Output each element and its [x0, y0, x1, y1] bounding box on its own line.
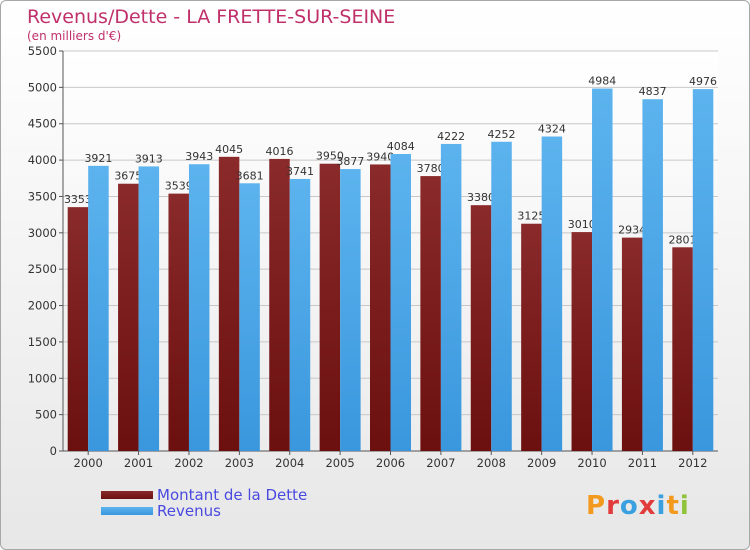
- data-label-revenus: 3877: [336, 155, 364, 168]
- x-tick-label: 2001: [124, 456, 153, 470]
- data-label-dette: 3950: [316, 150, 344, 163]
- legend-item-dette: Montant de la Dette: [101, 486, 308, 504]
- bar-dette: [621, 237, 643, 451]
- chart-title: Revenus/Dette - LA FRETTE-SUR-SEINE: [27, 6, 396, 28]
- x-tick-label: 2008: [477, 456, 506, 470]
- bar-revenus: [642, 99, 663, 451]
- x-tick-label: 2005: [325, 456, 354, 470]
- data-label-dette: 3380: [467, 191, 495, 204]
- legend-swatch-dette: [101, 491, 153, 499]
- y-tick-label: 2500: [28, 262, 57, 276]
- bar-dette: [521, 223, 542, 451]
- y-tick-label: 0: [50, 444, 57, 458]
- bar-dette: [420, 176, 441, 451]
- y-tick-label: 3500: [28, 189, 57, 203]
- x-tick-label: 2007: [426, 456, 455, 470]
- x-tick-label: 2009: [527, 456, 556, 470]
- bar-revenus: [289, 178, 311, 451]
- x-tick-label: 2002: [174, 456, 203, 470]
- bar-revenus: [390, 153, 411, 451]
- legend-swatch-revenus: [101, 507, 153, 515]
- data-label-revenus: 3681: [236, 169, 264, 182]
- y-tick-label: 1000: [28, 371, 57, 385]
- data-label-dette: 3675: [114, 170, 142, 183]
- bar-dette: [218, 156, 240, 451]
- data-label-revenus: 4837: [639, 85, 667, 98]
- y-tick-label: 5000: [28, 80, 57, 94]
- y-tick-label: 4500: [28, 117, 57, 131]
- data-label-revenus: 3741: [286, 165, 314, 178]
- data-label-dette: 4016: [265, 145, 293, 158]
- data-label-dette: 2801: [669, 233, 697, 246]
- bar-revenus: [592, 88, 613, 451]
- y-tick-label: 1500: [28, 335, 57, 349]
- legend: Montant de la Dette Revenus: [101, 486, 308, 520]
- data-label-revenus: 4252: [488, 128, 516, 141]
- data-label-dette: 4045: [215, 143, 243, 156]
- bar-dette: [67, 207, 89, 451]
- data-label-dette: 3539: [165, 180, 193, 193]
- data-label-revenus: 3913: [135, 152, 163, 165]
- bar-revenus: [491, 141, 512, 451]
- data-label-dette: 3940: [366, 150, 394, 163]
- y-tick-label: 3000: [28, 226, 57, 240]
- data-label-revenus: 4976: [689, 75, 717, 88]
- bar-dette: [319, 163, 341, 451]
- bar-dette: [269, 158, 290, 451]
- bar-revenus: [692, 89, 714, 451]
- bar-revenus: [188, 164, 210, 451]
- data-label-revenus: 3943: [185, 150, 213, 163]
- data-label-revenus: 4984: [588, 75, 616, 88]
- data-label-revenus: 4084: [387, 140, 415, 153]
- data-label-dette: 3780: [417, 162, 445, 175]
- x-tick-label: 2006: [376, 456, 405, 470]
- data-label-dette: 3125: [517, 210, 545, 223]
- data-label-revenus: 4324: [538, 123, 566, 136]
- bar-dette: [168, 193, 189, 452]
- data-label-dette: 3353: [64, 193, 92, 206]
- bar-revenus: [88, 165, 109, 451]
- bar-dette: [571, 232, 593, 451]
- y-tick-label: 500: [35, 408, 57, 422]
- y-tick-label: 5500: [28, 44, 57, 58]
- bar-revenus: [440, 143, 462, 452]
- y-tick-label: 2000: [28, 299, 57, 313]
- bar-revenus: [541, 136, 563, 451]
- bar-revenus: [340, 169, 361, 451]
- data-label-revenus: 4222: [437, 130, 465, 143]
- legend-label-revenus: Revenus: [157, 502, 221, 520]
- data-label-revenus: 3921: [84, 152, 112, 165]
- bar-revenus: [239, 183, 260, 452]
- bar-dette: [118, 183, 139, 451]
- x-tick-label: 2000: [74, 456, 103, 470]
- bar-dette: [672, 247, 693, 451]
- x-tick-label: 2004: [275, 456, 304, 470]
- legend-label-dette: Montant de la Dette: [157, 486, 308, 504]
- y-tick-label: 4000: [28, 153, 57, 167]
- bar-revenus: [138, 166, 160, 451]
- data-label-dette: 3010: [568, 218, 596, 231]
- legend-item-revenus: Revenus: [101, 502, 307, 520]
- bar-dette: [470, 205, 492, 451]
- x-tick-label: 2012: [678, 456, 707, 470]
- bar-dette: [370, 164, 391, 452]
- proxiti-logo: Proxiti: [586, 491, 690, 521]
- x-tick-label: 2010: [577, 456, 606, 470]
- x-tick-label: 2011: [628, 456, 657, 470]
- chart-subtitle: (en milliers d'€): [27, 29, 122, 43]
- data-label-dette: 2934: [618, 224, 646, 237]
- x-tick-label: 2003: [225, 456, 254, 470]
